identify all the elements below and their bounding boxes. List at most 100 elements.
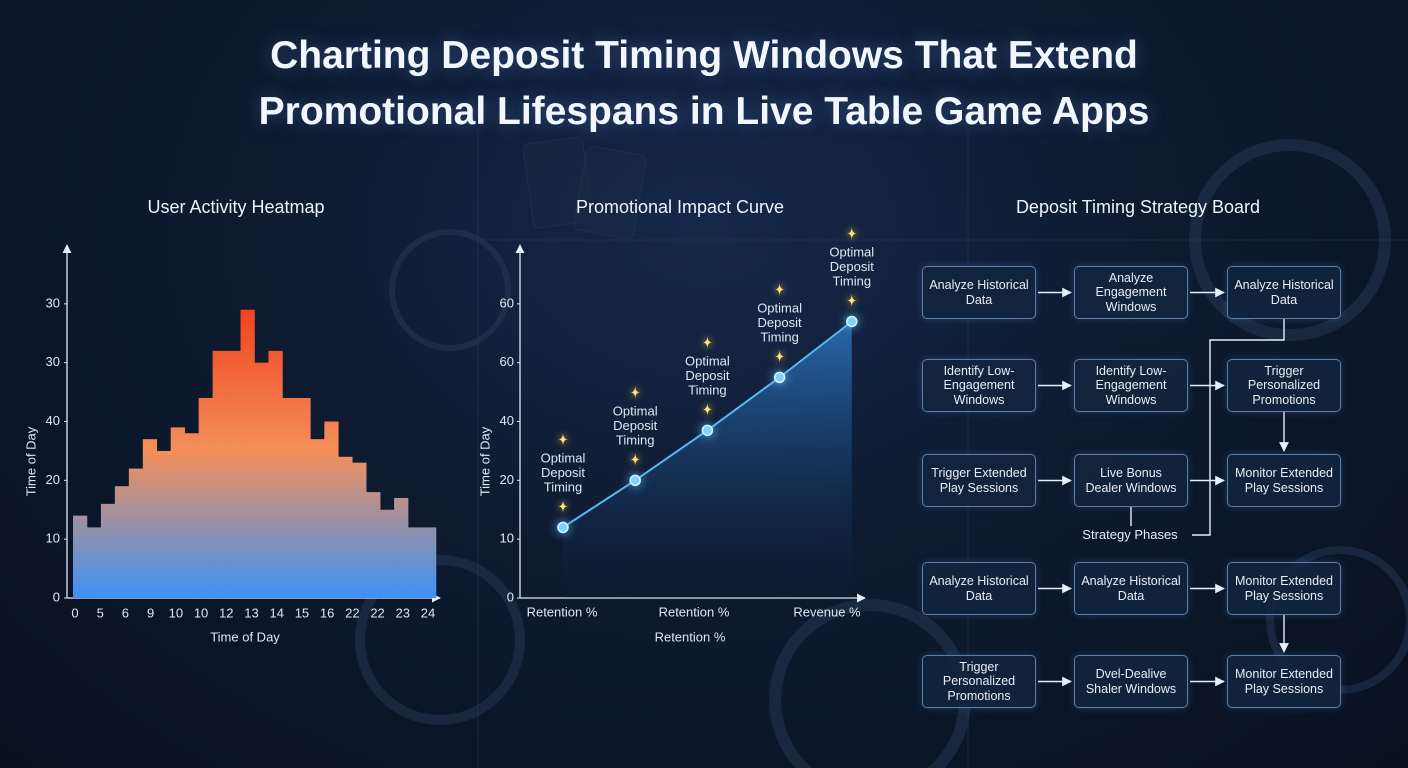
x-tick-label: 6: [122, 605, 129, 620]
x-tick-label: 14: [269, 605, 283, 620]
bar: [86, 527, 102, 598]
point: [846, 315, 858, 328]
bar: [324, 421, 339, 598]
strategy-step: Trigger Personalized Promotions: [1227, 359, 1341, 412]
panel-title: Deposit Timing Strategy Board: [1016, 197, 1260, 217]
bar: [73, 515, 88, 598]
annotation: Optimal Deposit Timing: [685, 354, 730, 398]
sparkle: [846, 293, 857, 308]
annotation: Optimal Deposit Timing: [613, 404, 658, 448]
x-tick-label: 15: [295, 605, 309, 620]
sparkle: [558, 432, 568, 447]
x-tick-label: 10: [169, 605, 183, 620]
bar: [366, 492, 381, 598]
strategy-step: Trigger Personalized Promotions: [922, 655, 1036, 708]
sparkle: [774, 282, 785, 297]
annotation-line: Deposit: [830, 259, 874, 274]
x-tick-label: Retention %: [659, 604, 730, 619]
annotation-line: Deposit: [613, 418, 657, 433]
strategy-step: Analyze Historical Data: [922, 562, 1036, 615]
bar: [296, 397, 311, 598]
y-tick-label: 10: [46, 531, 60, 546]
y-tick-label: 60: [500, 354, 514, 369]
annotation-line: Optimal: [613, 404, 658, 419]
area: [563, 321, 852, 598]
y-tick-label: 30: [46, 354, 60, 369]
x-tick-label: Retention %: [527, 604, 598, 619]
y-tick-label: 20: [46, 472, 60, 487]
point: [773, 371, 786, 384]
bar: [338, 456, 353, 598]
sparkle: [774, 349, 785, 364]
sparkle: [630, 385, 641, 400]
bar: [142, 439, 158, 598]
x-tick-label: Revenue %: [793, 604, 861, 619]
main-title: Charting Deposit Timing Windows That Ext…: [258, 34, 1150, 133]
bar: [128, 468, 144, 598]
bar: [310, 439, 325, 598]
x-tick-label: 10: [194, 605, 208, 620]
x-tick-label: 12: [219, 605, 233, 620]
annotation-line: Timing: [616, 433, 655, 448]
bar: [282, 397, 297, 598]
x-tick-label: 0: [71, 605, 78, 620]
x-tick-label: 5: [97, 605, 104, 620]
bar: [212, 350, 227, 598]
sparkle: [558, 499, 568, 514]
strategy-step: Identify Low-Engagement Windows: [922, 359, 1036, 412]
bar: [240, 309, 255, 598]
annotation-line: Timing: [833, 274, 872, 289]
y-tick-label: 40: [500, 413, 514, 428]
strategy-step: Monitor Extended Play Sessions: [1227, 655, 1341, 708]
bar: [408, 527, 423, 598]
strategy-step: Monitor Extended Play Sessions: [1227, 454, 1341, 507]
bar: [170, 427, 185, 598]
bar: [268, 350, 283, 598]
bar: [422, 527, 437, 598]
annotation-line: Optimal: [685, 354, 730, 369]
bar: [184, 433, 199, 598]
x-tick-label: 16: [320, 605, 334, 620]
bar: [394, 497, 409, 598]
bar: [226, 350, 241, 598]
x-tick-label: 13: [244, 605, 258, 620]
y-axis-title: Time of Day: [477, 426, 492, 496]
strategy-step: Analyze Historical Data: [1074, 562, 1188, 615]
bar: [156, 450, 172, 598]
sparkle: [630, 452, 641, 467]
annotation-line: Optimal: [829, 245, 874, 260]
strategy-step: Analyze Engagement Windows: [1074, 266, 1188, 319]
x-tick-label: 22: [370, 605, 384, 620]
strategy-step: Trigger Extended Play Sessions: [922, 454, 1036, 507]
sparkle: [846, 226, 857, 241]
panel-title: Promotional Impact Curve: [576, 197, 784, 217]
annotation: Optimal Deposit Timing: [757, 301, 802, 345]
annotation-line: Deposit: [541, 465, 585, 480]
strategy-step: Analyze Historical Data: [922, 266, 1036, 319]
x-tick-label: 24: [421, 605, 435, 620]
point: [701, 424, 714, 437]
annotation: Optimal Deposit Timing: [829, 245, 874, 289]
sparkle: [702, 402, 713, 417]
x-tick-label: 9: [147, 605, 154, 620]
strategy-step: Identify Low-Engagement Windows: [1074, 359, 1188, 412]
strategy-step: Analyze Historical Data: [1227, 266, 1341, 319]
annotation-line: Optimal: [757, 301, 802, 316]
y-tick-label: 20: [500, 472, 514, 487]
annotation-line: Deposit: [685, 368, 729, 383]
x-tick-label: 23: [396, 605, 410, 620]
annotation-line: Optimal: [541, 451, 586, 466]
y-tick-label: 0: [53, 589, 60, 604]
y-axis-title: Time of Day: [23, 426, 38, 496]
connector: [1192, 319, 1285, 536]
annotation: Optimal Deposit Timing: [541, 451, 586, 495]
decoration: [355, 130, 1408, 768]
bar: [380, 509, 395, 598]
annotation-line: Timing: [544, 480, 583, 495]
x-axis-title: Time of Day: [210, 629, 280, 644]
bar: [198, 397, 213, 598]
y-tick-label: 30: [46, 295, 60, 310]
panel-title: User Activity Heatmap: [147, 197, 324, 217]
x-axis-title: Retention %: [655, 629, 726, 644]
